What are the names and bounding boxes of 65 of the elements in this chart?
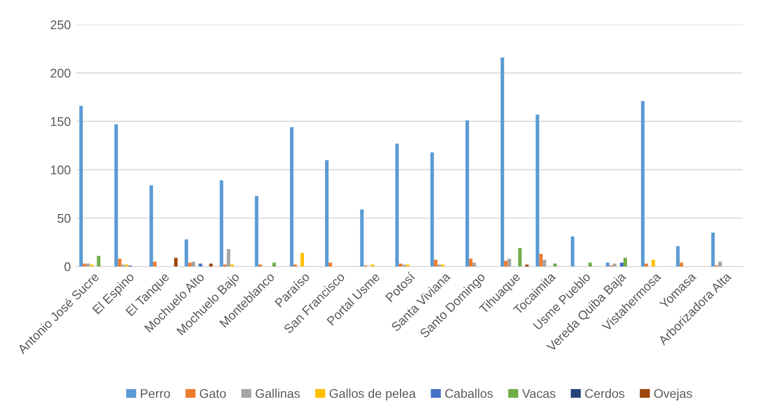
bar bbox=[553, 264, 557, 266]
bar bbox=[518, 248, 522, 266]
bar bbox=[620, 262, 624, 266]
bar bbox=[86, 264, 90, 266]
bar bbox=[153, 262, 157, 266]
bar bbox=[718, 262, 722, 266]
bar bbox=[606, 262, 610, 266]
bar bbox=[612, 264, 616, 266]
bar bbox=[226, 249, 230, 266]
bar bbox=[198, 264, 202, 266]
bar bbox=[570, 236, 574, 266]
legend-label: Gallinas bbox=[256, 388, 300, 398]
bar bbox=[588, 262, 592, 266]
bar bbox=[542, 260, 546, 266]
bar bbox=[398, 264, 402, 266]
y-tick-label: 200 bbox=[50, 68, 70, 78]
y-tick-label: 0 bbox=[64, 262, 70, 272]
bar bbox=[623, 258, 627, 266]
bar bbox=[300, 252, 304, 266]
y-tick-label: 150 bbox=[51, 117, 70, 126]
bar bbox=[539, 254, 543, 266]
legend-label: Gato bbox=[200, 389, 226, 398]
bar bbox=[430, 152, 434, 266]
bar bbox=[652, 260, 656, 266]
bar bbox=[220, 180, 224, 266]
bar bbox=[465, 120, 470, 266]
bar bbox=[680, 262, 684, 266]
bar bbox=[114, 124, 118, 266]
bar bbox=[644, 264, 648, 266]
bar bbox=[272, 262, 276, 266]
bar bbox=[188, 262, 192, 266]
bar bbox=[82, 264, 86, 266]
bar bbox=[472, 262, 476, 266]
bar bbox=[469, 258, 473, 266]
bar bbox=[209, 264, 213, 266]
bar bbox=[79, 106, 83, 266]
legend-label: Perro bbox=[140, 389, 170, 398]
y-tick-label: 250 bbox=[50, 20, 70, 30]
bar bbox=[192, 262, 196, 266]
bar bbox=[118, 258, 122, 266]
legend-label: Vacas bbox=[522, 389, 556, 398]
bar bbox=[434, 260, 438, 266]
legend-label: Gallos de pelea bbox=[330, 388, 416, 400]
bar bbox=[504, 260, 508, 266]
bar bbox=[150, 185, 154, 266]
bar bbox=[360, 209, 364, 266]
bar bbox=[536, 114, 540, 266]
bar bbox=[641, 101, 645, 266]
legend-label: Cerdos bbox=[585, 388, 624, 398]
legend-label: Ovejas bbox=[654, 388, 692, 400]
legend-label: Caballos bbox=[445, 388, 493, 398]
bar bbox=[184, 239, 188, 266]
bar bbox=[500, 58, 504, 266]
bar bbox=[676, 246, 680, 266]
bar bbox=[290, 127, 294, 266]
y-tick-label: 50 bbox=[58, 214, 70, 223]
bar bbox=[508, 258, 512, 266]
bar bbox=[174, 258, 178, 266]
bar bbox=[325, 160, 329, 266]
bar bbox=[96, 256, 100, 266]
bar bbox=[711, 232, 715, 266]
bar bbox=[395, 144, 399, 266]
bar bbox=[328, 262, 332, 266]
bar bbox=[254, 196, 258, 266]
y-tick-label: 100 bbox=[51, 166, 70, 174]
